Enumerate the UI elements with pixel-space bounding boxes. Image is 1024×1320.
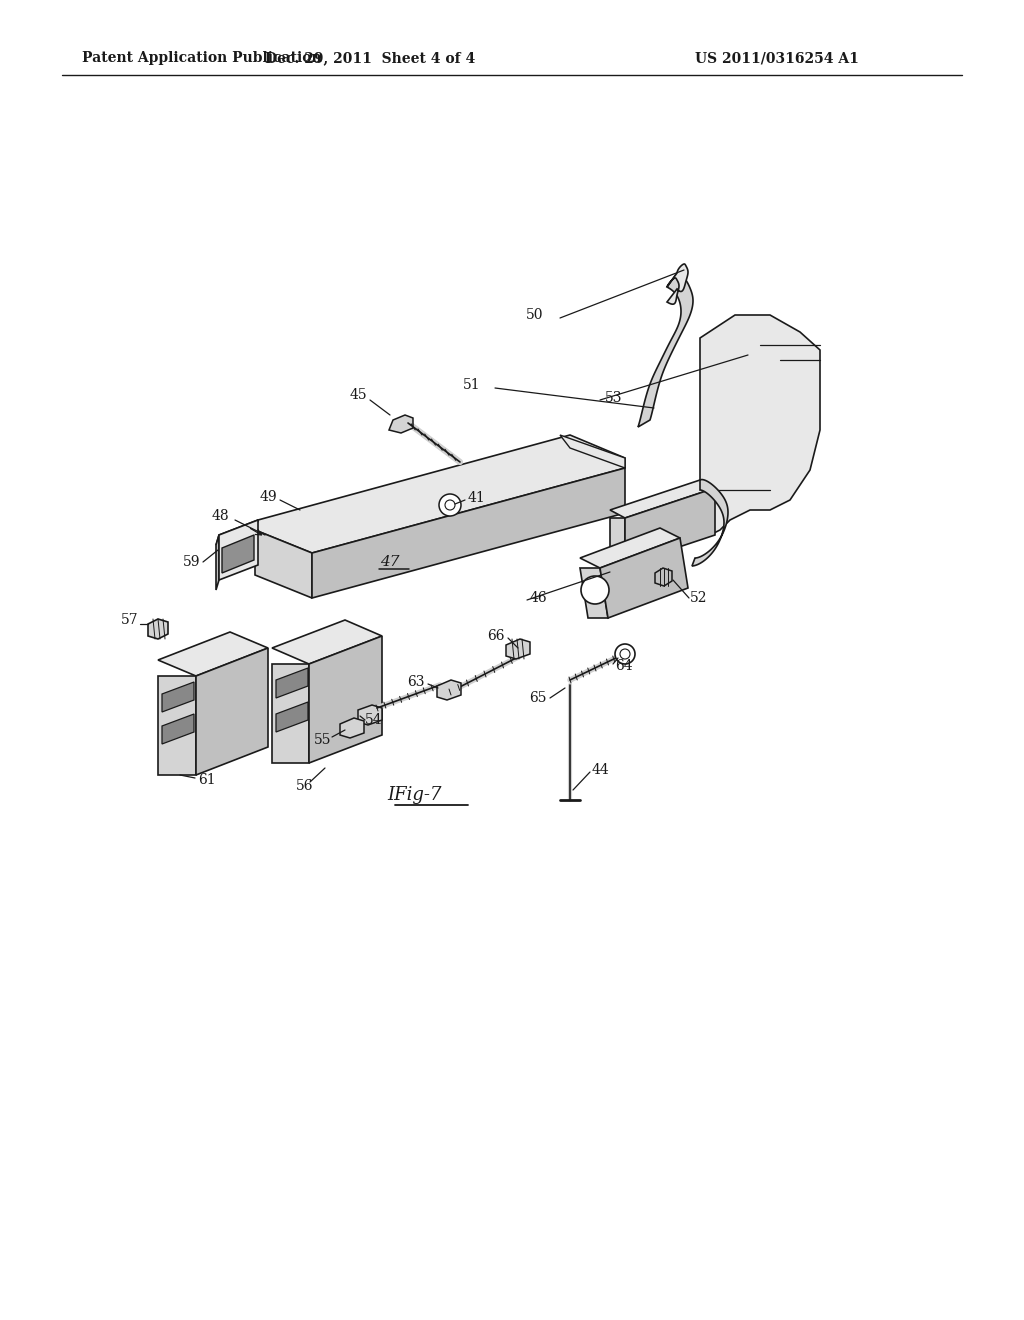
Text: 61: 61 <box>199 774 216 787</box>
Polygon shape <box>610 480 715 517</box>
Polygon shape <box>610 517 625 565</box>
Polygon shape <box>255 531 312 598</box>
Polygon shape <box>312 469 625 598</box>
Polygon shape <box>158 632 268 676</box>
Polygon shape <box>158 676 196 775</box>
Text: 45: 45 <box>349 388 367 403</box>
Text: 51: 51 <box>463 378 480 392</box>
Polygon shape <box>276 668 308 698</box>
Polygon shape <box>196 648 268 775</box>
Polygon shape <box>219 520 258 579</box>
Polygon shape <box>255 436 625 553</box>
Text: 41: 41 <box>467 491 485 506</box>
Polygon shape <box>358 705 382 725</box>
Polygon shape <box>162 682 194 711</box>
Polygon shape <box>272 664 309 763</box>
Text: Dec. 29, 2011  Sheet 4 of 4: Dec. 29, 2011 Sheet 4 of 4 <box>265 51 475 65</box>
Polygon shape <box>667 264 688 304</box>
Text: 56: 56 <box>296 779 313 793</box>
Text: 64: 64 <box>615 659 633 673</box>
Polygon shape <box>580 568 608 618</box>
Text: 57: 57 <box>121 612 138 627</box>
Text: 53: 53 <box>605 391 623 405</box>
Text: 46: 46 <box>530 591 548 605</box>
Text: 47: 47 <box>380 554 399 569</box>
Circle shape <box>439 494 461 516</box>
Circle shape <box>581 576 609 605</box>
Polygon shape <box>162 714 194 744</box>
Text: 66: 66 <box>487 630 505 643</box>
Circle shape <box>615 644 635 664</box>
Polygon shape <box>560 436 625 469</box>
Polygon shape <box>625 488 715 565</box>
Polygon shape <box>655 568 672 586</box>
Polygon shape <box>698 315 820 535</box>
Text: 54: 54 <box>365 713 383 727</box>
Polygon shape <box>272 620 382 664</box>
Polygon shape <box>222 535 254 573</box>
Text: 52: 52 <box>690 591 708 605</box>
Text: Patent Application Publication: Patent Application Publication <box>82 51 322 65</box>
Text: IFig-7: IFig-7 <box>388 785 442 804</box>
Text: 44: 44 <box>592 763 609 777</box>
Polygon shape <box>148 619 168 639</box>
Text: 49: 49 <box>259 490 276 504</box>
Polygon shape <box>216 520 258 545</box>
Polygon shape <box>638 273 693 426</box>
Text: 50: 50 <box>525 308 543 322</box>
Polygon shape <box>600 539 688 618</box>
Text: 65: 65 <box>529 690 547 705</box>
Polygon shape <box>340 718 364 738</box>
Polygon shape <box>506 639 530 659</box>
Text: 55: 55 <box>314 733 332 747</box>
Polygon shape <box>389 414 413 433</box>
Polygon shape <box>580 528 680 568</box>
Polygon shape <box>437 680 461 700</box>
Text: US 2011/0316254 A1: US 2011/0316254 A1 <box>695 51 859 65</box>
Polygon shape <box>276 702 308 733</box>
Text: 63: 63 <box>408 675 425 689</box>
Text: 48: 48 <box>211 510 228 523</box>
Polygon shape <box>309 636 382 763</box>
Text: 59: 59 <box>182 554 200 569</box>
Polygon shape <box>216 535 219 590</box>
Polygon shape <box>692 479 728 566</box>
